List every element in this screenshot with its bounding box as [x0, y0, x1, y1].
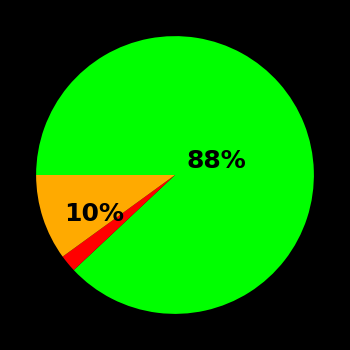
- Wedge shape: [63, 175, 175, 270]
- Wedge shape: [36, 36, 314, 314]
- Wedge shape: [36, 175, 175, 257]
- Text: 10%: 10%: [64, 202, 125, 226]
- Text: 88%: 88%: [187, 149, 246, 173]
